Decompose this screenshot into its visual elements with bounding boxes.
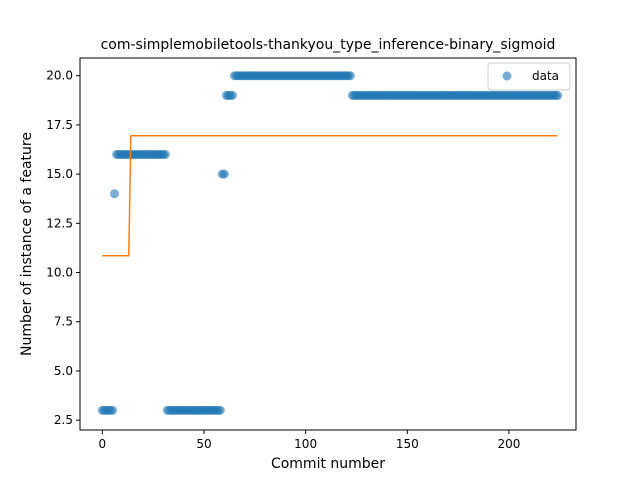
y-axis-label: Number of instance of a feature: [19, 132, 35, 356]
x-tick-label: 0: [99, 437, 107, 451]
y-tick-label: 15.0: [46, 167, 73, 181]
y-tick-label: 17.5: [46, 118, 73, 132]
data-point: [215, 405, 225, 415]
data-point: [160, 149, 170, 159]
legend-label-data: data: [532, 69, 559, 83]
data-point: [227, 90, 237, 100]
plot-area: 0 50 100 150 200 2.5 5.0 7.5 10.0 12.5 15.0 17.5 20.…: [46, 57, 577, 451]
fit-line: [102, 134, 558, 257]
x-axis-label: Commit number: [271, 456, 385, 472]
chart-title: com-simplemobiletools-thankyou_type_infe…: [101, 37, 556, 53]
data-point: [108, 405, 118, 415]
y-tick-label: 20.0: [46, 69, 73, 83]
legend-box: [487, 62, 571, 91]
x-tick-label: 100: [294, 437, 317, 451]
y-tick-label: 12.5: [46, 216, 73, 230]
data-point: [219, 169, 229, 179]
y-tick-label: 2.5: [54, 413, 73, 427]
legend: data: [487, 62, 571, 91]
axes-frame: [79, 57, 577, 431]
x-tick-label: 50: [196, 437, 211, 451]
data-point: [110, 189, 120, 199]
data-point: [345, 71, 355, 81]
x-tick-label: 200: [497, 437, 520, 451]
y-tick-label: 5.0: [54, 364, 73, 378]
x-tick-label: 150: [396, 437, 419, 451]
legend-marker-data: [502, 71, 512, 81]
data-point: [553, 90, 563, 100]
y-tick-label: 7.5: [54, 315, 73, 329]
y-tick-label: 10.0: [46, 266, 73, 280]
